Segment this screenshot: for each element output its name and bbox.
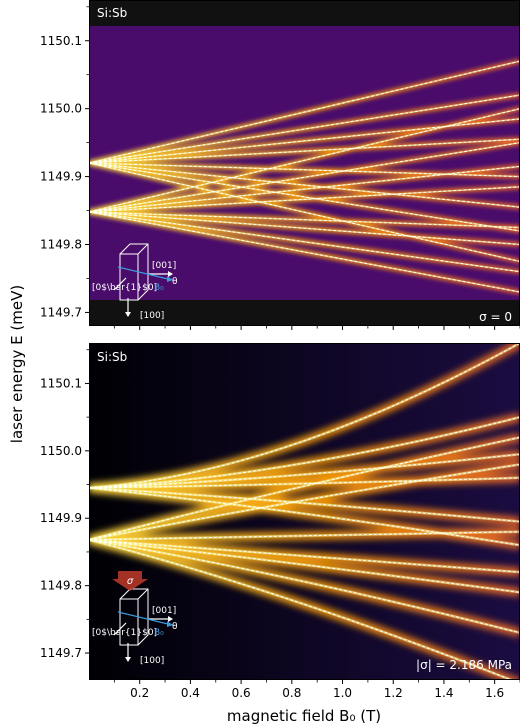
bottom-axes: 0.2 0.4 0.6 0.8 1.0 1.2 1.4 1.6 1149.7 1149.8 1149… xyxy=(40,343,520,700)
fit-line-10 xyxy=(89,142,520,213)
fit-line-6 xyxy=(89,162,520,208)
top-panel: Si:Sb σ = 0 [0$\bar{1}$0] [001] [100] B₀ θ 1… xyxy=(40,0,520,330)
label-theta: θ xyxy=(172,622,178,632)
y-tick-label: 1149.8 xyxy=(40,579,82,593)
fit-line-7 xyxy=(89,162,520,232)
arrow-010 xyxy=(113,277,127,291)
y-tick-label: 1149.7 xyxy=(40,305,82,319)
label-theta: θ xyxy=(172,277,178,287)
fit-line-6 xyxy=(89,487,520,546)
x-tick-label: 0.4 xyxy=(181,686,200,700)
label-100: [100] xyxy=(140,656,164,666)
x-tick-label: 1.6 xyxy=(485,686,504,700)
field-arrow-icon xyxy=(167,621,173,627)
band-core-16 xyxy=(89,211,520,293)
fit-line-5 xyxy=(89,487,520,523)
crystal-front-face xyxy=(119,253,139,301)
x-tick-label: 0.8 xyxy=(282,686,301,700)
top-panel-tag: Si:Sb xyxy=(97,6,127,20)
fit-line-10 xyxy=(89,539,520,573)
x-tick-label: 0.2 xyxy=(130,686,149,700)
fit-line-13 xyxy=(89,539,513,680)
fit-line-4 xyxy=(89,477,520,489)
top-panel-header-bar xyxy=(89,0,520,26)
label-0-1-0: [0$\bar{1}$0] xyxy=(92,283,157,293)
x-tick-label: 1.4 xyxy=(434,686,453,700)
fit-line-15 xyxy=(89,211,520,273)
x-tick-label: 1.2 xyxy=(384,686,403,700)
x-tick-label: 1.0 xyxy=(333,686,352,700)
arrow-010 xyxy=(113,622,127,636)
bottom-panel: Si:Sb |σ| = 2.186 MPa σ [0$\bar{1}$0] [001… xyxy=(40,343,520,700)
x-axis-label: magnetic field B₀ (T) xyxy=(227,707,381,725)
bottom-panel-tag: Si:Sb xyxy=(97,350,127,364)
fit-line-9 xyxy=(89,108,520,213)
crystal-front-face xyxy=(119,598,139,646)
y-tick-label: 1150.0 xyxy=(40,102,82,116)
top-axes: 1149.7 1149.8 1149.9 1150.0 1150.1 xyxy=(40,0,520,330)
fit-line-3 xyxy=(89,453,520,489)
fit-line-2 xyxy=(89,94,520,164)
fit-line-1 xyxy=(89,343,520,489)
bottom-panel-stress-label: |σ| = 2.186 MPa xyxy=(416,658,512,672)
band-core-13 xyxy=(89,211,520,229)
y-tick-label: 1150.1 xyxy=(40,376,82,390)
fit-line-9 xyxy=(89,531,520,541)
top-panel-stress-label: σ = 0 xyxy=(479,310,512,324)
y-tick-label: 1149.9 xyxy=(40,170,82,184)
y-tick-label: 1150.0 xyxy=(40,444,82,458)
x-tick-label: 0.6 xyxy=(232,686,251,700)
y-tick-label: 1149.7 xyxy=(40,646,82,660)
bottom-heatmap xyxy=(89,343,520,680)
fit-line-7 xyxy=(89,436,520,541)
fit-line-1 xyxy=(89,60,520,164)
label-field: B₀ xyxy=(154,283,164,293)
top-orientation-diagram: [0$\bar{1}$0] [001] [100] B₀ θ xyxy=(92,243,178,321)
stress-arrow-icon xyxy=(112,571,148,591)
fit-line-2 xyxy=(89,416,520,489)
field-direction xyxy=(117,611,173,626)
band-core-5 xyxy=(89,162,520,178)
fit-line-14 xyxy=(89,211,520,245)
y-tick-label: 1150.1 xyxy=(40,34,82,48)
label-0-1-0: [0$\bar{1}$0] xyxy=(92,628,157,638)
fit-line-12 xyxy=(89,186,520,213)
fit-line-4 xyxy=(89,138,520,164)
field-arrow-icon xyxy=(167,276,173,282)
label-field: B₀ xyxy=(154,628,164,638)
fit-line-8 xyxy=(89,162,520,262)
label-100: [100] xyxy=(140,311,164,321)
stress-symbol: σ xyxy=(127,576,134,587)
fit-line-3 xyxy=(89,118,520,164)
fit-line-12 xyxy=(89,539,520,634)
fit-line-11 xyxy=(89,165,520,213)
field-direction xyxy=(117,266,173,281)
label-001: [001] xyxy=(152,261,176,271)
y-axis-label: laser energy E (meV) xyxy=(8,285,26,443)
label-001: [001] xyxy=(152,606,176,616)
top-panel-footer-bar xyxy=(89,300,520,326)
fit-line-11 xyxy=(89,539,520,593)
top-heatmap xyxy=(89,0,520,326)
y-tick-label: 1149.8 xyxy=(40,238,82,252)
bottom-orientation-diagram: σ [0$\bar{1}$0] [001] [100] B₀ θ xyxy=(92,571,178,666)
y-tick-label: 1149.9 xyxy=(40,511,82,525)
